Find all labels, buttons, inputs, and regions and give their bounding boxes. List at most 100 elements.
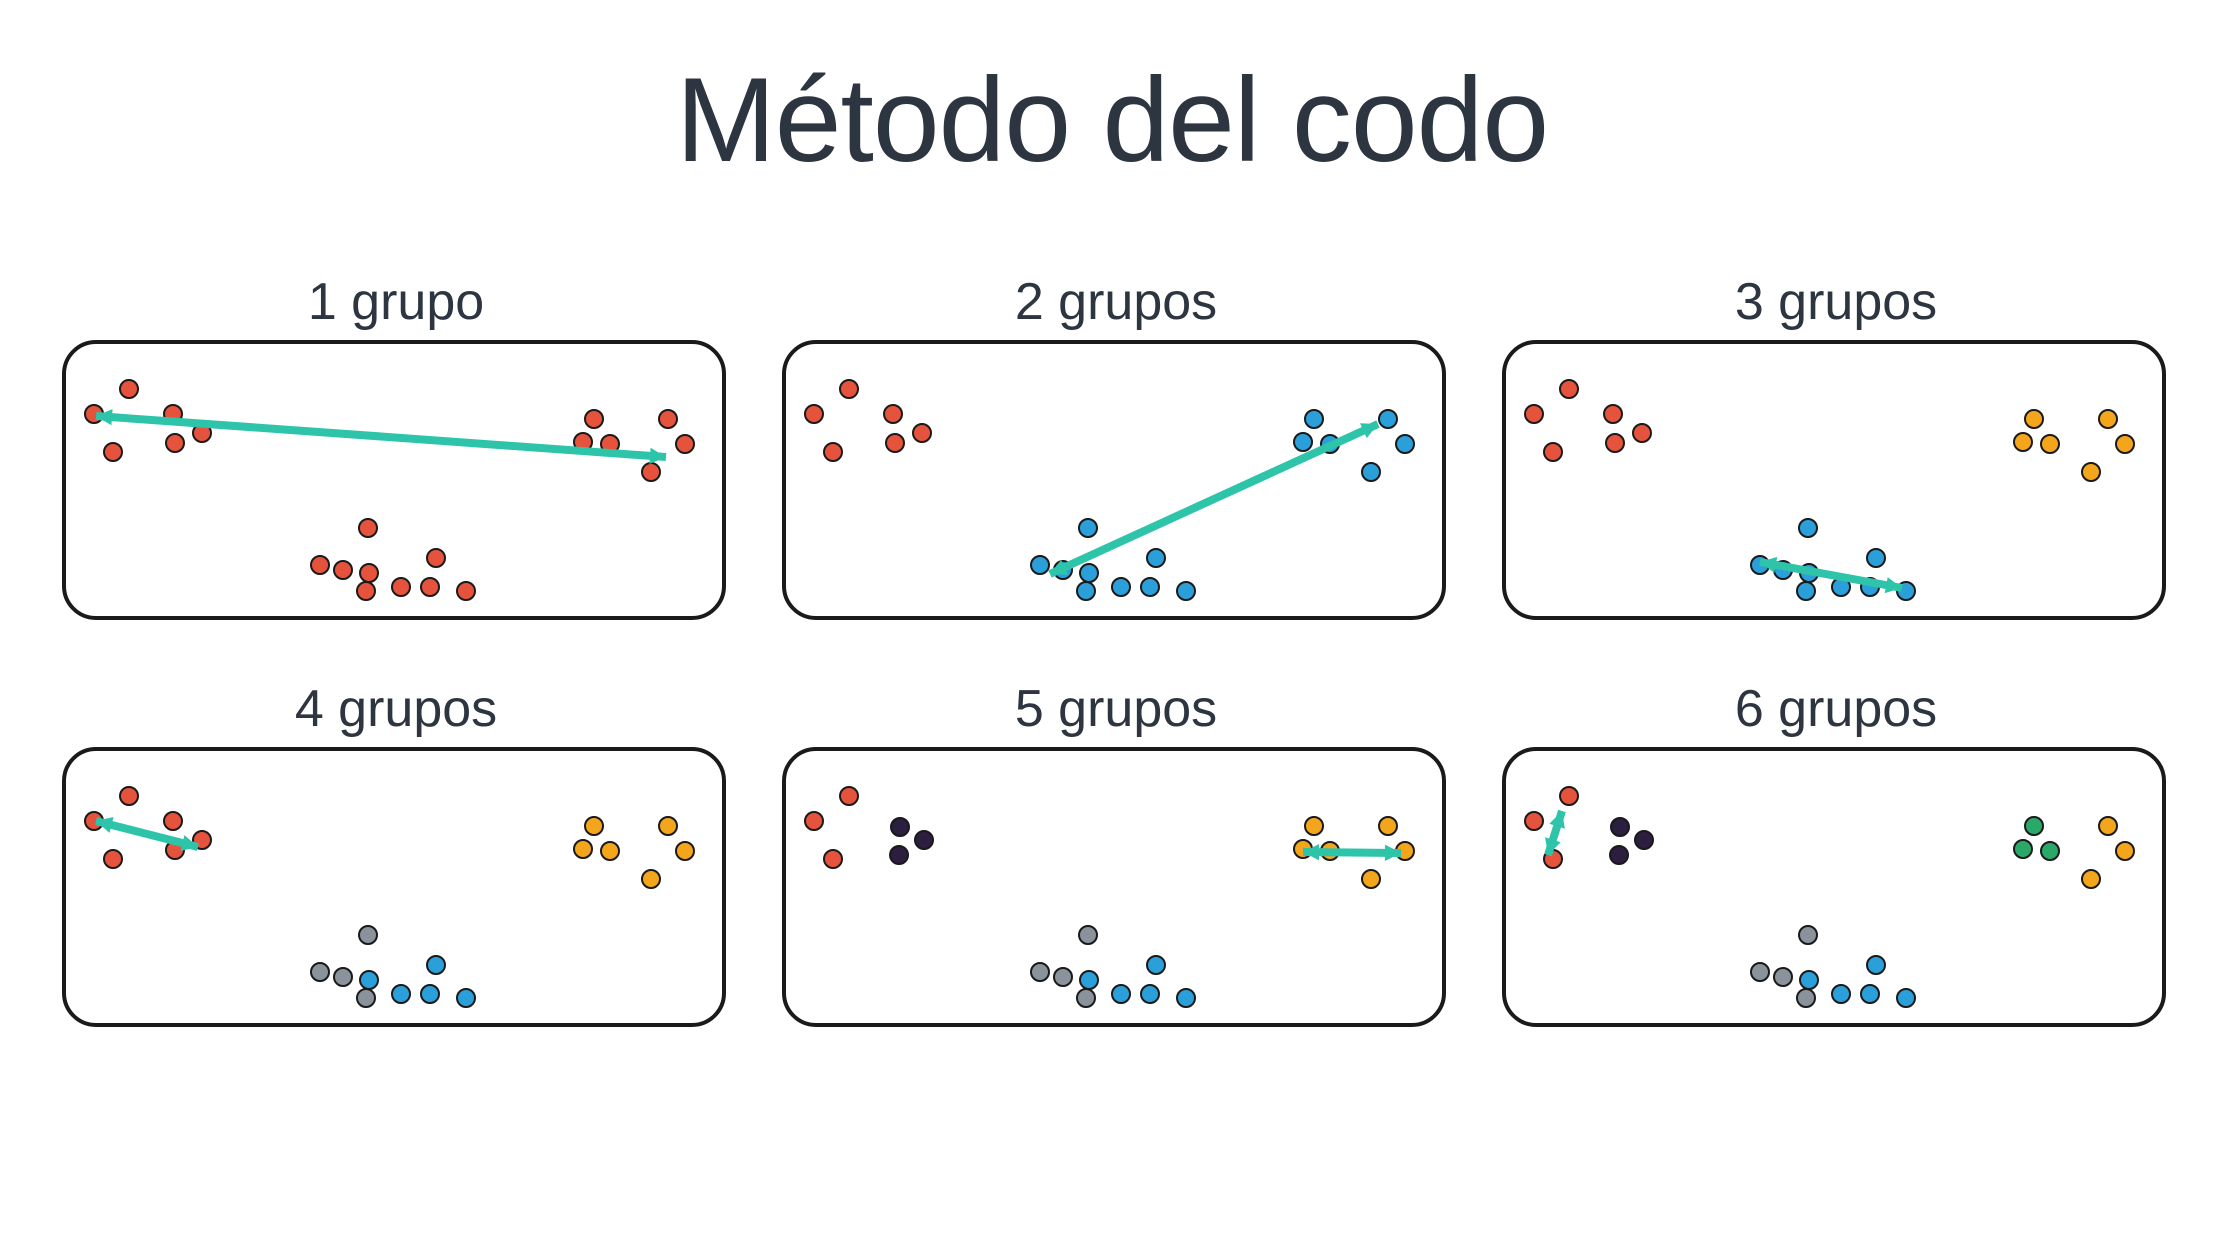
distance-line <box>95 817 199 851</box>
data-point <box>1603 404 1623 424</box>
scatter-panel-1 <box>84 379 695 601</box>
data-point <box>1146 955 1166 975</box>
data-point <box>889 845 909 865</box>
data-point <box>1030 555 1050 575</box>
data-point <box>1750 962 1770 982</box>
scatter-panel-2 <box>804 379 1415 601</box>
data-point <box>584 409 604 429</box>
data-point <box>1378 816 1398 836</box>
data-point <box>658 816 678 836</box>
panel-5-groups <box>782 747 1446 1027</box>
arrowhead-start <box>96 408 113 426</box>
data-point <box>2115 841 2135 861</box>
data-point <box>1524 811 1544 831</box>
data-point <box>1078 518 1098 538</box>
arrowhead-start <box>1050 559 1068 575</box>
data-point <box>2024 816 2044 836</box>
data-point <box>426 955 446 975</box>
data-point <box>1395 434 1415 454</box>
data-point <box>1030 962 1050 982</box>
data-point <box>1140 577 1160 597</box>
scatter-panel-4 <box>84 786 695 1008</box>
data-point <box>420 984 440 1004</box>
data-point <box>885 433 905 453</box>
data-point <box>1293 432 1313 452</box>
data-point <box>163 811 183 831</box>
data-point <box>119 786 139 806</box>
data-point <box>675 434 695 454</box>
data-point <box>1610 817 1630 837</box>
data-point <box>839 786 859 806</box>
data-point <box>1304 409 1324 429</box>
data-point <box>1140 984 1160 1004</box>
panel-title-1: 1 grupo <box>307 273 485 331</box>
data-point <box>890 817 910 837</box>
data-point <box>2081 869 2101 889</box>
data-point <box>1860 984 1880 1004</box>
data-point <box>1831 984 1851 1004</box>
distance-line <box>95 412 667 461</box>
distance-line <box>1759 558 1903 592</box>
data-point <box>103 442 123 462</box>
data-point <box>356 581 376 601</box>
data-point <box>358 925 378 945</box>
data-point <box>391 984 411 1004</box>
data-point <box>2013 432 2033 452</box>
data-point <box>1378 409 1398 429</box>
panel-title-6: 6 grupos <box>1734 680 1938 738</box>
data-point <box>1176 988 1196 1008</box>
data-point <box>1634 830 1654 850</box>
panel-3-groups <box>1502 340 2166 620</box>
data-point <box>1559 786 1579 806</box>
title-container: Método del codo <box>0 60 2224 180</box>
panel-1-groups <box>62 340 726 620</box>
panel-4-groups <box>62 747 726 1027</box>
arrowhead-end <box>1884 577 1902 594</box>
data-point <box>1111 577 1131 597</box>
data-point <box>1111 984 1131 1004</box>
data-point <box>2115 434 2135 454</box>
arrowhead-start <box>1303 843 1320 861</box>
data-point <box>1076 581 1096 601</box>
data-point <box>333 967 353 987</box>
data-point <box>1799 970 1819 990</box>
data-point <box>333 560 353 580</box>
data-point <box>1176 581 1196 601</box>
data-point <box>1078 925 1098 945</box>
data-point <box>1773 967 1793 987</box>
data-point <box>2081 462 2101 482</box>
panel-6-groups <box>1502 747 2166 1027</box>
data-point <box>358 518 378 538</box>
scatter-panel-5 <box>804 786 1415 1008</box>
data-point <box>675 841 695 861</box>
data-point <box>2013 839 2033 859</box>
slide-title: Método del codo <box>676 60 1549 180</box>
data-point <box>1079 970 1099 990</box>
data-point <box>1079 563 1099 583</box>
arrowhead-end <box>1545 837 1561 855</box>
panel-title-3: 3 grupos <box>1734 273 1938 331</box>
data-point <box>456 988 476 1008</box>
data-point <box>883 404 903 424</box>
data-point <box>1796 581 1816 601</box>
data-point <box>600 841 620 861</box>
data-point <box>2040 841 2060 861</box>
data-point <box>584 816 604 836</box>
data-point <box>1361 869 1381 889</box>
data-point <box>1632 423 1652 443</box>
data-point <box>391 577 411 597</box>
data-point <box>1866 548 1886 568</box>
panel-title-5: 5 grupos <box>1014 680 1218 738</box>
data-point <box>1524 404 1544 424</box>
data-point <box>823 442 843 462</box>
arrowhead-start <box>1760 556 1778 573</box>
data-point <box>119 379 139 399</box>
data-point <box>1076 988 1096 1008</box>
panel-title-4: 4 grupos <box>294 680 498 738</box>
arrowhead-end <box>649 447 666 465</box>
data-point <box>658 409 678 429</box>
data-point <box>1053 967 1073 987</box>
data-point <box>1609 845 1629 865</box>
data-point <box>1798 925 1818 945</box>
distance-line <box>1048 420 1380 578</box>
